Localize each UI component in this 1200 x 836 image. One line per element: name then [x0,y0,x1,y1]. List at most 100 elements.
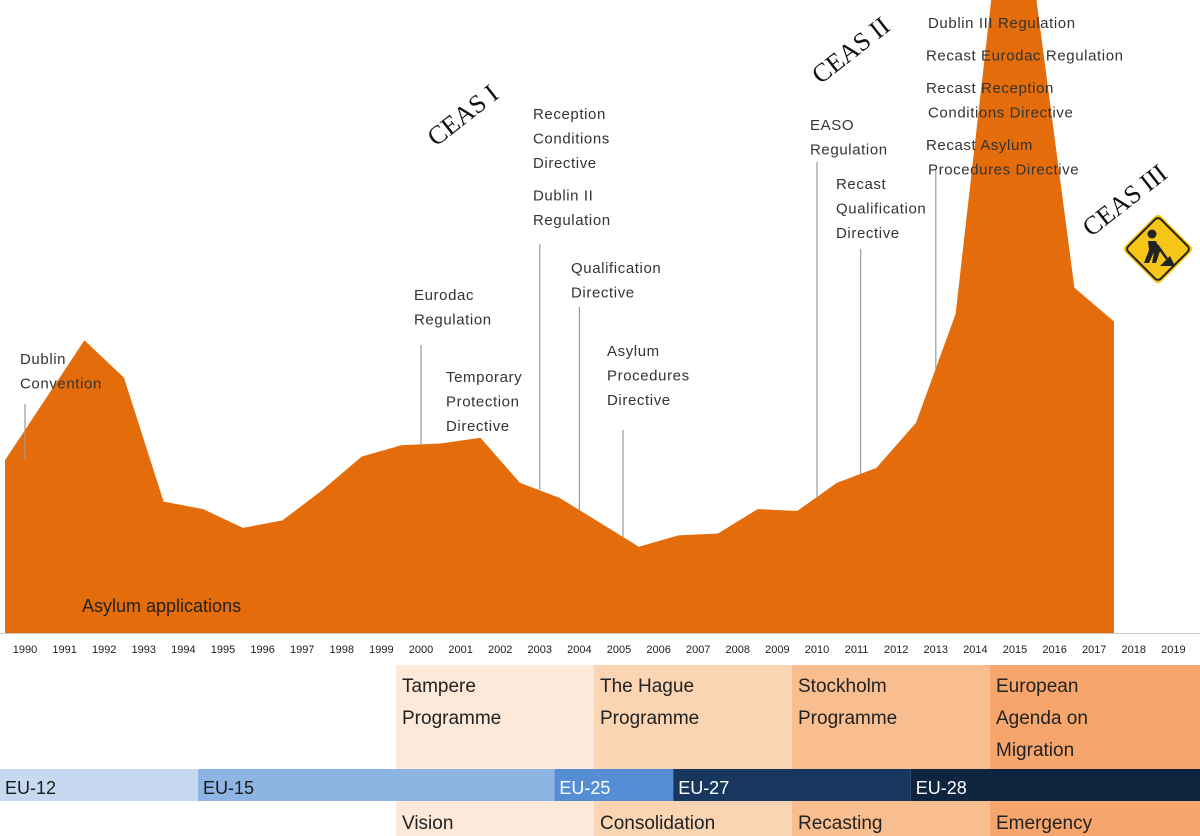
eu-membership-label: EU-15 [203,778,254,798]
x-tick-label: 1995 [211,644,235,656]
programme-label: Programme [402,708,501,729]
event-label: Recast Reception [926,80,1054,97]
x-tick-label: 1999 [369,644,393,656]
event-label: Directive [571,285,635,302]
eu-membership-segment [198,769,555,801]
eu-membership-label: EU-28 [916,778,967,798]
event-label: Conditions [533,131,610,148]
event-label: Regulation [414,312,492,329]
programme-bands: Tampere Programme Vision The Hague Programme… [396,665,1200,836]
asylum-applications-area [5,0,1114,633]
x-tick-label: 2006 [646,644,670,656]
x-tick-label: 2003 [528,644,552,656]
x-tick-label: 1997 [290,644,314,656]
event-label: Procedures Directive [928,162,1079,179]
programme-phase-label: Recasting [798,813,883,834]
event-label: Regulation [810,142,888,159]
programme-phase-label: Emergency [996,813,1093,834]
x-tick-label: 2008 [726,644,750,656]
programme-band [990,665,1200,769]
event-label: Directive [836,225,900,242]
x-tick-label: 1994 [171,644,195,656]
road-work-sign [1120,211,1196,287]
x-tick-label: 2017 [1082,644,1106,656]
ceas-phase-label: CEAS II [806,11,895,89]
x-tick-label: 2000 [409,644,433,656]
programme-phase-band [594,801,792,836]
event-label: Procedures [607,368,690,385]
programme-phase-band [792,801,990,836]
event-label: Dublin II [533,188,593,205]
programme-label: Programme [798,708,897,729]
area-series-label: Asylum applications [82,596,241,616]
eu-membership-label: EU-27 [678,778,729,798]
x-tick-label: 2010 [805,644,829,656]
event-label: Recast Asylum [926,137,1033,154]
x-axis: 1990 1991 1992 1993 1994 1995 1996 1997 1998 1999… [0,633,1200,656]
programme-label: Stockholm [798,676,887,697]
x-tick-label: 1993 [132,644,156,656]
programme-label: Programme [600,708,699,729]
programme-band [594,665,792,769]
x-tick-label: 1991 [52,644,76,656]
event-label: Dublin III Regulation [928,15,1076,32]
x-tick-label: 2011 [845,644,869,656]
x-tick-label: 2014 [963,644,987,656]
x-tick-label: 2005 [607,644,631,656]
asylum-area: Asylum applications [5,0,1114,633]
x-tick-label: 2001 [448,644,472,656]
programme-phase-label: Consolidation [600,813,715,834]
event-label: Conditions Directive [928,105,1073,122]
event-label: Dublin [20,351,66,368]
x-tick-label: 1990 [13,644,37,656]
event-label: Regulation [533,212,611,229]
event-label: Recast [836,176,887,193]
x-tick-label: 2012 [884,644,908,656]
legislation-events: Dublin Convention Eurodac Regulation Tempora… [20,15,1124,537]
eu-membership-segment [0,769,198,801]
event-label: Qualification [836,201,926,218]
event-label: Recast Eurodac Regulation [926,48,1124,65]
event-label: Asylum [607,343,660,360]
programme-label: Migration [996,740,1074,761]
x-tick-label: 2002 [488,644,512,656]
ceas-phase-label: CEAS I [422,79,504,152]
x-tick-label: 2018 [1122,644,1146,656]
event-label: Eurodac [414,287,474,304]
programme-phase-band [990,801,1200,836]
event-label: Qualification [571,260,661,277]
programme-label: Agenda on [996,708,1088,729]
event-label: Reception [533,106,606,123]
x-tick-label: 2016 [1042,644,1066,656]
road-work-sign-icon [1120,211,1196,287]
x-tick-label: 1992 [92,644,116,656]
event-label: Temporary [446,369,522,386]
x-tick-label: 2019 [1161,644,1185,656]
programme-band [792,665,990,769]
event-label: Directive [446,418,510,435]
programme-phase-label: Vision [402,813,453,834]
eu-membership-label: EU-25 [559,778,610,798]
x-tick-label: 2009 [765,644,789,656]
event-label: EASO [810,117,854,134]
x-tick-label: 2013 [924,644,948,656]
programme-label: The Hague [600,676,694,697]
programme-label: European [996,676,1078,697]
event-label: Convention [20,376,102,393]
eu-membership-segment [554,769,674,801]
x-tick-label: 2015 [1003,644,1027,656]
eu-membership-bar: EU-12 EU-15 EU-25 EU-27 EU-28 [0,769,1200,801]
eu-membership-label: EU-12 [5,778,56,798]
event-label: Protection [446,394,520,411]
programme-label: Tampere [402,676,476,697]
event-label: Directive [533,155,597,172]
eu-membership-segment [673,769,911,801]
programme-phase-band [396,801,594,836]
event-label: Directive [607,392,671,409]
x-tick-label: 1998 [330,644,354,656]
x-tick-label: 2007 [686,644,710,656]
eu-membership-segment [910,769,1200,801]
x-tick-label: 2004 [567,644,591,656]
programme-band [396,665,594,769]
